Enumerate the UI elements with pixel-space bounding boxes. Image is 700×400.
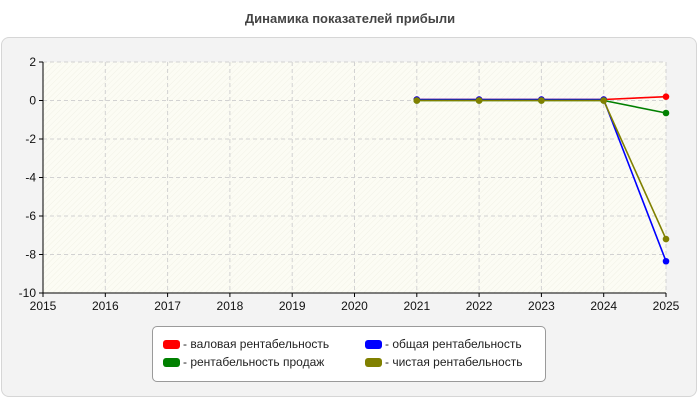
y-tick-label: -8 — [25, 248, 36, 262]
y-tick-label: 2 — [29, 55, 36, 69]
x-tick-label: 2016 — [92, 299, 119, 313]
legend-swatch-olive — [365, 357, 382, 367]
y-tick-label: 0 — [29, 94, 36, 108]
x-tick-label: 2022 — [466, 299, 493, 313]
legend-label: - чистая рентабельность — [385, 355, 523, 369]
legend-swatch-red — [163, 339, 180, 349]
x-tick-label: 2021 — [403, 299, 430, 313]
legend-item-total-margin: - общая рентабельность — [365, 336, 522, 352]
x-tick-label: 2015 — [30, 299, 57, 313]
y-tick-labels: 2 0 -2 -4 -6 -8 -10 — [19, 55, 37, 300]
axes — [39, 61, 667, 297]
legend-label: - общая рентабельность — [385, 337, 522, 351]
y-tick-label: -4 — [25, 171, 36, 185]
series-point — [538, 97, 545, 104]
x-tick-labels: 2015 2016 2017 2018 2019 2020 2021 2022 2023 2024… — [30, 299, 680, 313]
x-tick-label: 2024 — [590, 299, 617, 313]
x-tick-label: 2017 — [154, 299, 181, 313]
x-tick-label: 2023 — [528, 299, 555, 313]
legend-item-net-margin: - чистая рентабельность — [365, 354, 522, 370]
x-tick-label: 2018 — [217, 299, 244, 313]
legend: - валовая рентабельность - общая рентабе… — [152, 326, 546, 382]
legend-swatch-blue — [365, 339, 382, 349]
y-tick-label: -10 — [19, 286, 37, 300]
x-tick-label: 2025 — [653, 299, 680, 313]
y-tick-label: -6 — [25, 209, 36, 223]
x-tick-label: 2019 — [279, 299, 306, 313]
x-tick-label: 2020 — [341, 299, 368, 313]
legend-label: - рентабельность продаж — [183, 355, 325, 369]
series-point — [662, 257, 670, 265]
series-point — [475, 97, 483, 104]
legend-item-gross-margin: - валовая рентабельность — [163, 336, 329, 352]
chart-title: Динамика показателей прибыли — [244, 11, 456, 26]
legend-swatch-green — [163, 357, 180, 367]
series-point — [413, 97, 421, 104]
series-point — [662, 235, 670, 243]
legend-label: - валовая рентабельность — [183, 337, 330, 351]
series-point — [662, 109, 670, 117]
series-lines — [413, 93, 670, 265]
series-point — [662, 93, 670, 100]
legend-item-sales-margin: - рентабельность продаж — [163, 354, 324, 370]
series-point — [600, 97, 607, 104]
y-tick-label: -2 — [25, 132, 36, 146]
